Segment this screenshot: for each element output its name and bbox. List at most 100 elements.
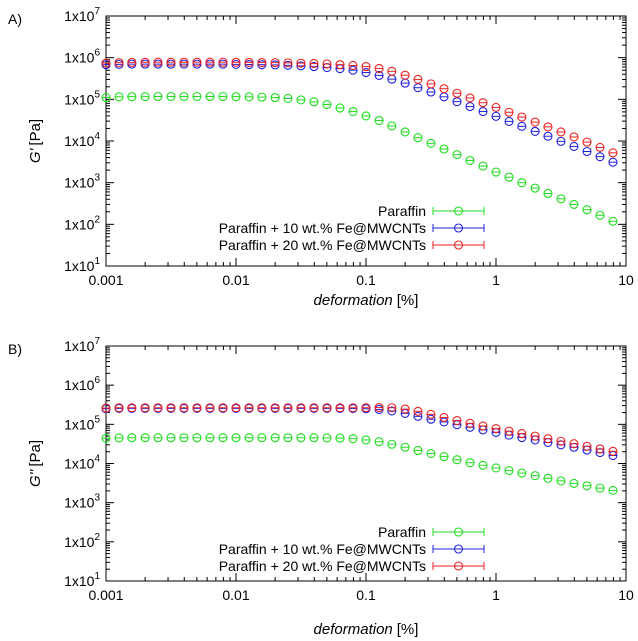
series-3: [101, 403, 618, 456]
data-point: [374, 70, 384, 80]
point-marker: [465, 458, 475, 468]
y-tick-label: 1x104: [64, 454, 100, 472]
y-tick-label: 1x103: [64, 493, 100, 511]
point-marker: [114, 92, 124, 102]
data-point: [387, 121, 397, 131]
data-point: [270, 60, 280, 70]
data-point: [439, 144, 449, 154]
point-marker: [218, 403, 228, 413]
point-marker: [517, 121, 527, 131]
y-axis: 1x101 1x102 1x103 1x104 1x105 1x106 1x107: [64, 6, 626, 274]
data-point: [205, 57, 215, 67]
legend-entry: Paraffin: [378, 524, 485, 540]
data-point: [569, 199, 579, 210]
data-point: [192, 403, 202, 413]
data-point: [400, 70, 410, 80]
data-point: [400, 78, 410, 88]
data-point: [465, 458, 475, 468]
data-point: [556, 436, 566, 446]
point-marker: [283, 433, 293, 443]
point-marker: [270, 433, 280, 443]
data-point: [582, 137, 592, 147]
point-marker: [530, 126, 540, 136]
legend-entry: Paraffin: [378, 203, 485, 219]
point-marker: [218, 433, 228, 443]
data-point: [140, 57, 150, 67]
data-point: [543, 473, 553, 483]
data-point: [374, 404, 384, 414]
data-point: [452, 88, 462, 98]
point-marker: [153, 91, 163, 102]
data-point: [517, 178, 527, 188]
x-axis-label: deformation [%]: [314, 621, 419, 638]
data-point: [361, 403, 371, 413]
point-marker: [413, 411, 423, 421]
x-tick-label: 0.01: [222, 587, 249, 603]
data-point: [166, 57, 176, 67]
point-marker: [595, 152, 605, 162]
point-marker: [595, 483, 605, 493]
y-tick-label: 1x104: [64, 131, 100, 149]
data-point: [556, 194, 566, 204]
point-marker: [192, 91, 202, 102]
point-marker: [374, 70, 384, 80]
data-point: [504, 426, 514, 436]
point-marker: [283, 403, 293, 413]
data-point: [153, 91, 163, 102]
point-marker: [166, 403, 176, 413]
data-point: [153, 59, 163, 69]
point-marker: [400, 404, 410, 414]
legend-entry: Paraffin + 10 wt.% Fe@MWCNTs: [219, 220, 485, 236]
data-point: [309, 403, 319, 413]
legend-marker: [453, 206, 464, 216]
point-marker: [257, 403, 267, 413]
point-marker: [465, 155, 475, 166]
data-point: [283, 93, 293, 104]
point-marker: [179, 403, 189, 413]
point-marker: [322, 99, 332, 110]
data-point: [257, 92, 267, 102]
point-marker: [504, 172, 514, 182]
x-tick-label: 0.1: [356, 587, 376, 603]
y-tick-label: 1x107: [64, 336, 100, 354]
point-marker: [426, 409, 436, 419]
point-marker: [205, 433, 215, 443]
point-marker: [348, 403, 358, 413]
point-marker: [582, 481, 592, 491]
data-point: [166, 403, 176, 413]
data-point: [491, 463, 501, 473]
point-marker: [322, 59, 332, 69]
point-marker: [556, 136, 566, 146]
point-marker: [296, 95, 306, 105]
x-tick-label: 10: [618, 272, 634, 288]
point-marker: [153, 57, 163, 67]
data-point: [270, 403, 280, 413]
x-tick-label: 0.01: [222, 272, 249, 288]
legend-label: Paraffin + 20 wt.% Fe@MWCNTs: [219, 237, 426, 253]
point-marker: [296, 403, 306, 413]
x-tick-label: 1: [492, 272, 500, 288]
data-point: [218, 91, 228, 102]
data-point: [530, 183, 540, 193]
point-marker: [296, 433, 306, 443]
point-marker: [244, 433, 254, 443]
data-point: [296, 95, 306, 105]
point-marker: [504, 116, 514, 126]
data-point: [257, 57, 267, 68]
data-point: [504, 107, 514, 117]
data-point: [491, 167, 501, 177]
data-point: [153, 433, 163, 443]
point-marker: [218, 91, 228, 102]
data-point: [426, 79, 436, 89]
data-point: [530, 117, 540, 127]
point-marker: [374, 437, 384, 447]
point-marker: [582, 205, 592, 215]
point-marker: [569, 439, 579, 449]
data-point: [335, 403, 345, 413]
legend-label: Paraffin: [378, 524, 426, 540]
y-tick-label: 1x101: [64, 571, 100, 589]
point-marker: [608, 216, 618, 226]
data-point: [530, 126, 540, 136]
data-point: [426, 414, 436, 424]
point-marker: [517, 178, 527, 188]
